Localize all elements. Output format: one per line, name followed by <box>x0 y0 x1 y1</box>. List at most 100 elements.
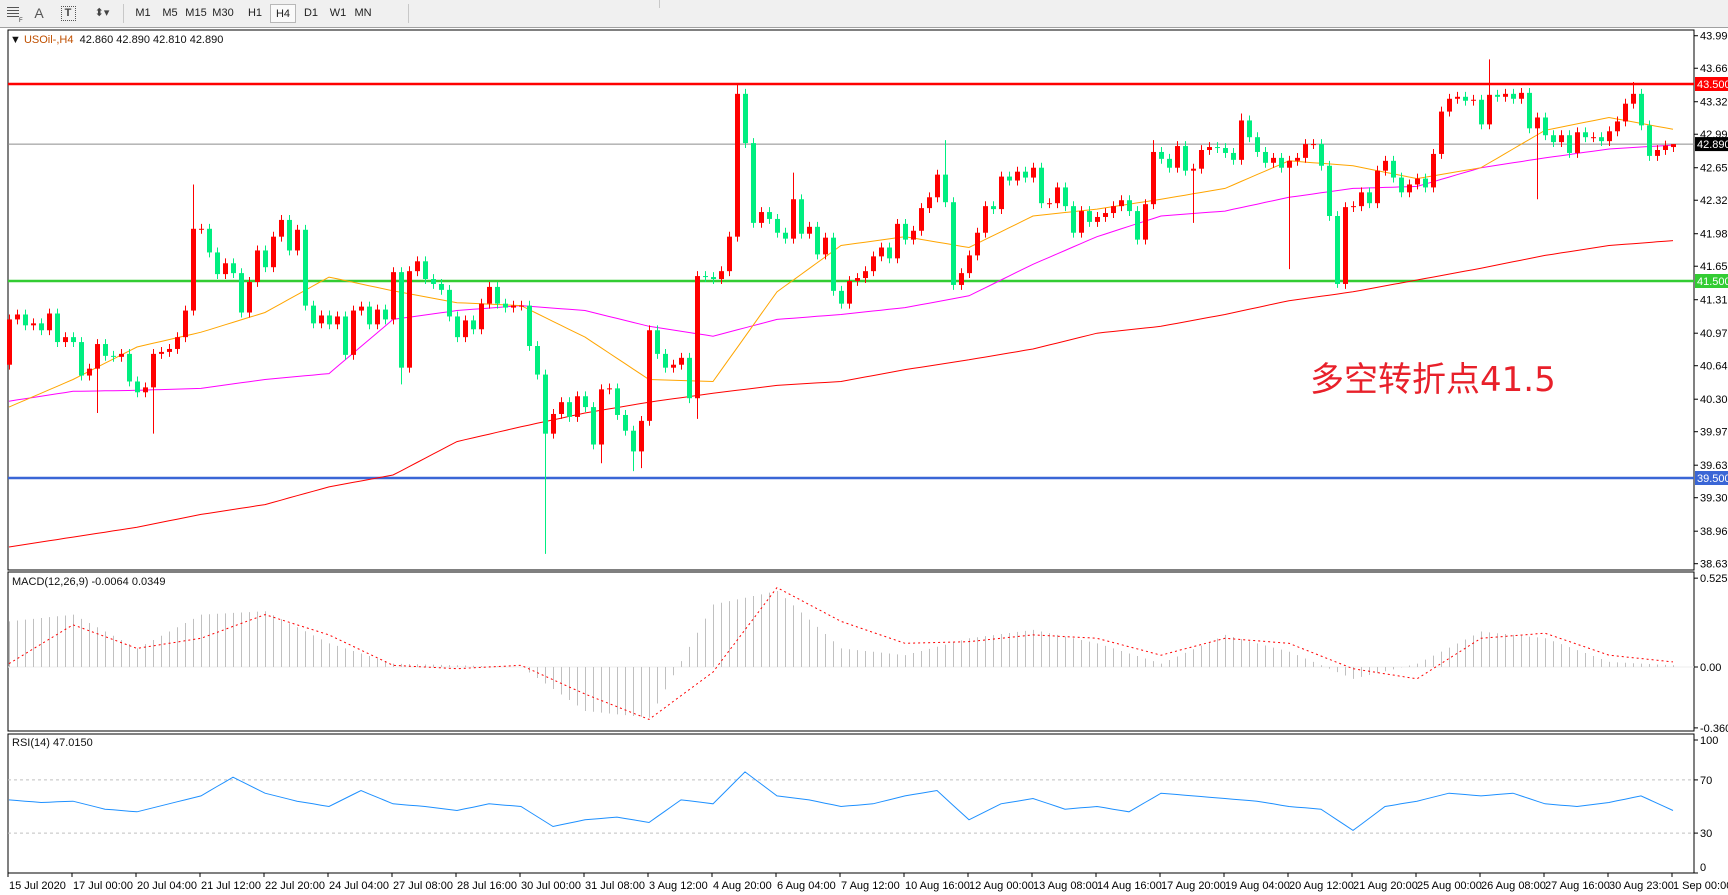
candle <box>1599 132 1604 147</box>
candle-body <box>607 388 612 390</box>
candle <box>1495 89 1500 102</box>
timeframe-mn-button[interactable]: MN <box>354 7 372 19</box>
candle-body <box>1575 132 1580 153</box>
candle-body <box>799 199 804 234</box>
price-axis-label: 41.310 <box>1700 295 1728 307</box>
candle <box>1647 120 1652 161</box>
candle-body <box>823 237 828 255</box>
candle <box>831 232 836 296</box>
candle <box>1463 91 1468 106</box>
timeframe-m5-button[interactable]: M5 <box>162 7 178 19</box>
candle <box>135 376 140 398</box>
candle-body <box>711 277 716 280</box>
timeframe-m30-button[interactable]: M30 <box>212 7 234 19</box>
candle-body <box>655 330 660 354</box>
candle <box>95 339 100 413</box>
candle-body <box>959 273 964 285</box>
candle <box>871 251 876 277</box>
candle-body <box>1031 167 1036 178</box>
candle <box>687 352 692 404</box>
candle <box>1103 208 1108 222</box>
text-icon[interactable]: A <box>34 5 44 21</box>
candle-body <box>1159 151 1164 159</box>
candle <box>79 337 84 381</box>
candle-body <box>1111 206 1116 214</box>
timeframe-d1-button[interactable]: D1 <box>303 7 319 19</box>
candle-body <box>55 313 60 343</box>
time-axis-label: 20 Aug 12:00 <box>1289 880 1354 892</box>
candle <box>263 245 268 273</box>
level-label-pivot: 41.500 <box>1697 276 1728 288</box>
candle-body <box>1303 144 1308 158</box>
candle <box>719 266 724 284</box>
candle <box>631 425 636 472</box>
candle <box>863 266 868 283</box>
candle-body <box>1279 157 1284 168</box>
candle <box>999 171 1004 215</box>
timeframe-m1-button[interactable]: M1 <box>135 7 151 19</box>
timeframe-h1-button[interactable]: H1 <box>247 7 263 19</box>
candle-body <box>431 279 436 284</box>
candle <box>319 310 324 329</box>
candle-body <box>455 316 460 338</box>
grid-fill-icon[interactable]: F <box>4 4 26 23</box>
candle <box>223 258 228 280</box>
candle <box>599 384 604 464</box>
timeframe-m15-button[interactable]: M15 <box>185 7 207 19</box>
candle <box>439 279 444 295</box>
time-axis-label: 3 Aug 12:00 <box>649 880 708 892</box>
candle <box>1623 98 1628 127</box>
candle-body <box>1671 144 1676 148</box>
candle <box>55 308 60 347</box>
candle <box>1183 141 1188 176</box>
collapse-triangle-icon[interactable]: ▼ <box>10 34 21 46</box>
price-axis-label: 39.630 <box>1700 460 1728 472</box>
candle-body <box>999 176 1004 210</box>
time-axis-label: 24 Jul 04:00 <box>329 880 389 892</box>
candle <box>1519 87 1524 104</box>
candle <box>23 309 28 331</box>
candle <box>1055 182 1060 209</box>
candle-body <box>919 208 924 231</box>
candle-body <box>1447 98 1452 112</box>
candle-body <box>495 286 500 304</box>
candle <box>119 348 124 362</box>
time-axis-label: 17 Aug 20:00 <box>1161 880 1226 892</box>
pivot-annotation: 多空转折点41.5 <box>1310 360 1556 400</box>
candle <box>935 169 940 203</box>
timeframe-w1-button[interactable]: W1 <box>329 7 347 19</box>
timeframe-h4-button[interactable]: H4 <box>270 4 296 23</box>
macd-label: MACD(12,26,9) -0.0064 0.0349 <box>12 576 166 588</box>
candle <box>1343 202 1348 289</box>
candle <box>879 242 884 262</box>
candle-body <box>567 402 572 417</box>
candle-body <box>487 286 492 304</box>
candle-body <box>855 278 860 281</box>
candle <box>295 224 300 256</box>
chart-canvas[interactable]: 43.99043.66043.32042.99042.65042.32041.9… <box>0 27 1728 895</box>
candle-body <box>311 305 316 324</box>
candle-body <box>23 314 28 326</box>
price-axis-label: 40.300 <box>1700 394 1728 406</box>
candle <box>1503 88 1508 102</box>
candle-body <box>1399 177 1404 193</box>
candle-body <box>159 351 164 354</box>
candle <box>1559 130 1564 148</box>
candle-body <box>407 271 412 368</box>
text-label-icon[interactable]: T <box>58 4 78 23</box>
candle <box>799 194 804 239</box>
price-axis-label: 43.660 <box>1700 63 1728 75</box>
macd-axis-label: 0.00 <box>1700 662 1721 674</box>
candle-body <box>7 319 12 365</box>
candle-body <box>31 323 36 326</box>
time-axis-label: 6 Aug 04:00 <box>777 880 836 892</box>
candle-body <box>1527 92 1532 129</box>
candle-body <box>1127 200 1132 212</box>
time-axis-label: 27 Aug 16:00 <box>1545 880 1610 892</box>
arrows-icon[interactable]: ⬍▾ <box>94 7 110 19</box>
candle-body <box>983 206 988 233</box>
candle-body <box>1551 135 1556 143</box>
candle <box>1383 155 1388 176</box>
candle-body <box>927 197 932 209</box>
candle <box>839 285 844 309</box>
